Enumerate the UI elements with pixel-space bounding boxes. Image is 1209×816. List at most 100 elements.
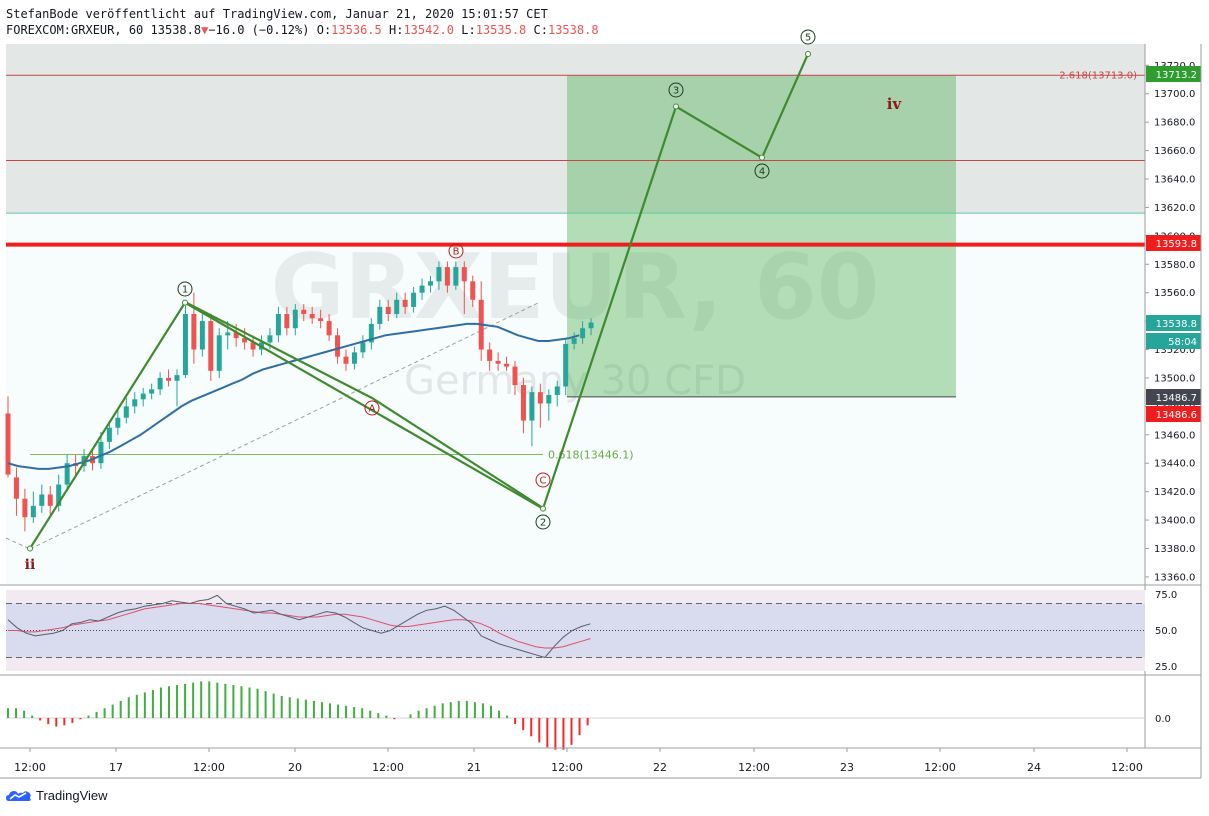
candle-body <box>461 267 467 282</box>
candle-body <box>284 314 290 329</box>
fib-0618-label: 0.618(13446.1) <box>548 449 634 462</box>
price-badge-label: 13593.8 <box>1156 239 1197 250</box>
candle-body <box>301 309 307 314</box>
price-tick-label: 13460.0 <box>1154 430 1195 441</box>
candle-body <box>98 441 104 464</box>
candle-body <box>411 292 417 307</box>
candle-body <box>512 366 518 386</box>
price-badge-label: 13486.6 <box>1156 410 1197 421</box>
high-label: H: <box>388 23 404 37</box>
candle-body <box>225 332 231 336</box>
candle-body <box>208 321 214 371</box>
target-zone <box>567 74 956 397</box>
candle-body <box>546 395 552 404</box>
candle-body <box>504 363 510 367</box>
candle-body <box>453 267 459 286</box>
price-tick-label: 13440.0 <box>1154 459 1195 470</box>
price-tick-label: 13700.0 <box>1154 89 1195 100</box>
rsi-tick-label: 25.0 <box>1155 662 1177 673</box>
candle-body <box>326 321 332 336</box>
price-badge-label: 58:04 <box>1168 337 1197 348</box>
trend-line-tail <box>5 537 31 550</box>
candle-body <box>529 392 535 421</box>
candle-body <box>419 285 425 293</box>
candle-body <box>275 314 281 336</box>
open-value: 13536.5 <box>331 23 382 37</box>
rsi-tick-label: 75.0 <box>1155 590 1177 601</box>
candle-body <box>174 375 180 381</box>
time-tick-label: 21 <box>467 761 481 774</box>
candle-body <box>580 328 586 339</box>
candle-body <box>385 306 391 314</box>
time-tick-label: 17 <box>109 761 123 774</box>
price-tick-label: 13620.0 <box>1154 203 1195 214</box>
candle-body <box>5 413 11 475</box>
chart-header: StefanBode veröffentlicht auf TradingVie… <box>6 6 599 38</box>
candle-body <box>563 343 569 387</box>
time-tick-label: 12:00 <box>372 761 404 774</box>
tradingview-wordmark: TradingView <box>36 788 108 803</box>
wave-point <box>805 50 811 57</box>
time-tick-label: 24 <box>1027 761 1041 774</box>
candle-body <box>123 406 129 418</box>
wave-a-label-circle <box>364 400 380 416</box>
candle-body <box>309 314 315 319</box>
watermark-name: Germany 30 CFD <box>404 358 746 404</box>
price-badge <box>1146 315 1201 331</box>
tradingview-logo[interactable]: TradingView <box>6 788 108 803</box>
wave-2-label: 2 <box>540 518 546 529</box>
wave-1-label-circle <box>177 281 193 297</box>
wave-c-label-circle <box>535 472 551 488</box>
wave-b-label-circle <box>448 243 464 259</box>
elliott-wave-path <box>29 53 810 550</box>
price-badge <box>1146 406 1201 422</box>
down-arrow-icon: ▼ <box>201 23 209 37</box>
time-tick-label: 12:00 <box>551 761 583 774</box>
candle-body <box>360 342 366 353</box>
wave-5-label-circle <box>800 29 816 45</box>
candle-body <box>343 356 349 364</box>
watermark-symbol: GRXEUR, 60 <box>271 235 880 340</box>
rsi-signal-line <box>8 603 591 649</box>
wave-4-label-circle <box>754 163 770 179</box>
candle-body <box>56 484 62 506</box>
candle-body <box>520 385 526 421</box>
price-badge <box>1146 66 1201 82</box>
price-tick-label: 13500.0 <box>1154 373 1195 384</box>
candle-body <box>182 314 188 376</box>
price-tick-label: 13520.0 <box>1154 345 1195 356</box>
wave-point <box>759 154 765 161</box>
rsi-tick-label: 50.0 <box>1155 626 1177 637</box>
candle-body <box>588 322 594 329</box>
candle-body <box>537 392 543 404</box>
price-tick-label: 13680.0 <box>1154 118 1195 129</box>
time-tick-label: 12:00 <box>14 761 46 774</box>
wave-3-label: 3 <box>673 86 679 97</box>
price-badge-label: 13538.8 <box>1156 319 1197 330</box>
wave-5-label: 5 <box>805 33 811 44</box>
osc-tick-label: 0.0 <box>1155 714 1171 725</box>
upper-gray-zone <box>6 44 1145 214</box>
wave-point <box>673 103 679 110</box>
wave-point <box>27 545 33 552</box>
time-tick-label: 12:00 <box>738 761 770 774</box>
wave-ii-label: ii <box>25 557 36 573</box>
time-tick-label: 12:00 <box>1111 761 1143 774</box>
wave-3-label-circle <box>668 82 684 98</box>
price-tick-label: 13660.0 <box>1154 146 1195 157</box>
symbol-title[interactable]: FOREXCOM:GRXEUR, 60 <box>6 23 144 37</box>
high-value: 13542.0 <box>403 23 455 37</box>
open-label: O: <box>316 23 332 37</box>
rsi-band <box>6 603 1145 658</box>
candle-body <box>149 389 155 394</box>
candle-body <box>394 299 400 314</box>
price-tick-label: 13640.0 <box>1154 175 1195 186</box>
correction-path <box>184 301 544 509</box>
price-badge <box>1146 235 1201 251</box>
price-axis <box>1145 44 1201 584</box>
candle-body <box>470 281 476 300</box>
low-label: L: <box>461 23 476 37</box>
price-change: −16.0 (−0.12%) <box>208 23 310 37</box>
time-tick-label: 20 <box>288 761 302 774</box>
